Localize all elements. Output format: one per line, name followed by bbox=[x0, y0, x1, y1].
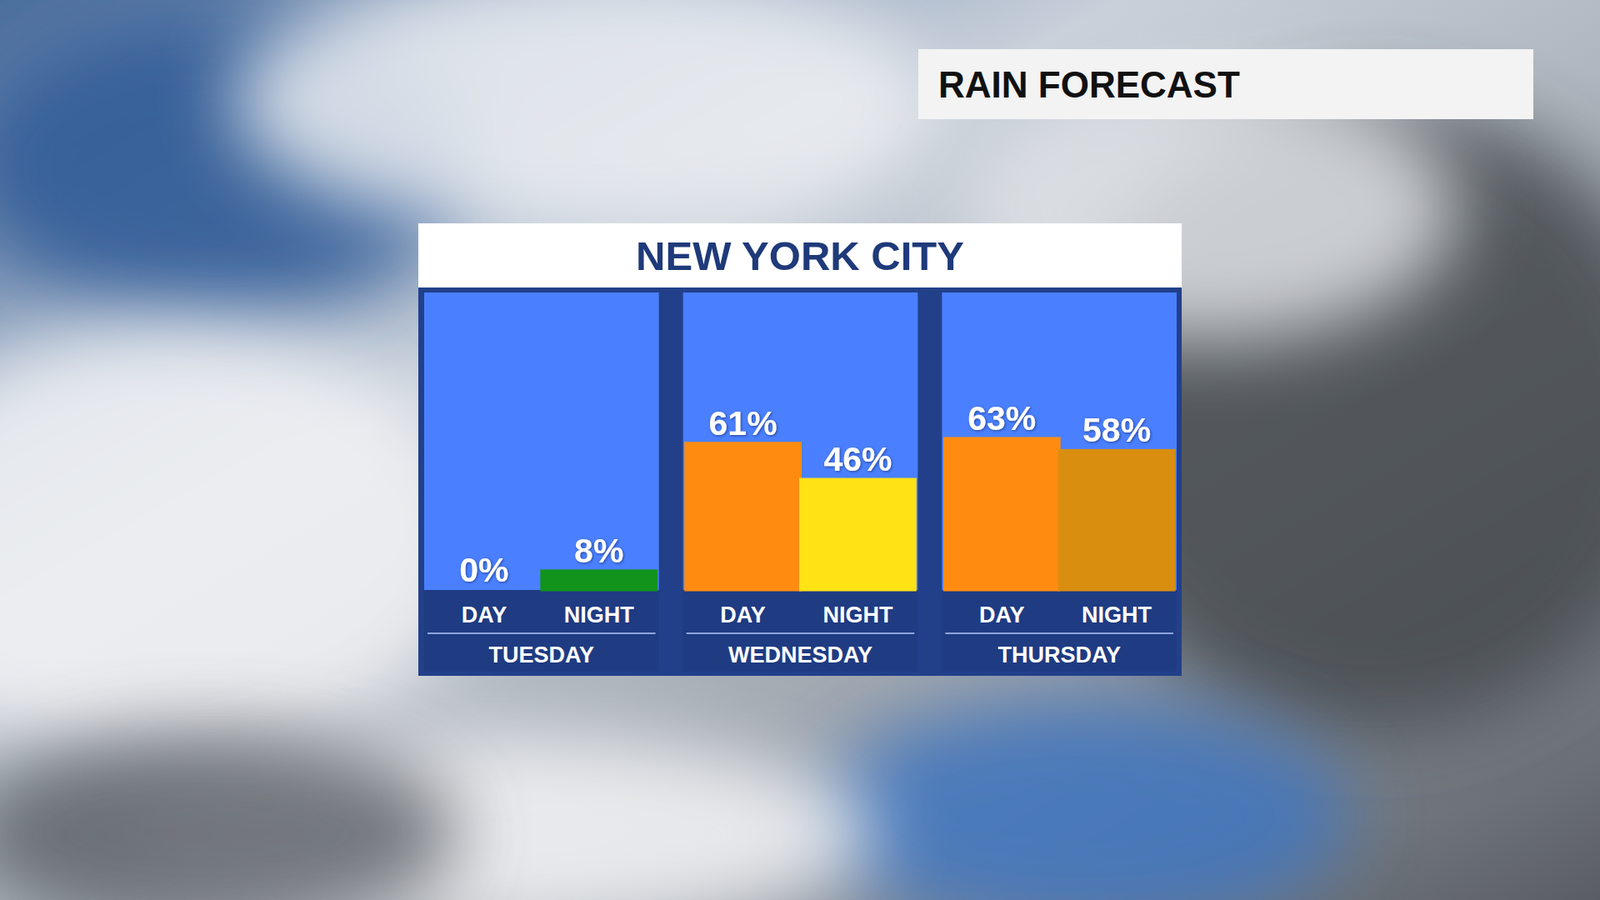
label-row bbox=[424, 590, 660, 672]
cloud bbox=[0, 733, 459, 900]
bar bbox=[541, 570, 657, 590]
series-label: DAY bbox=[720, 602, 766, 628]
bars bbox=[541, 438, 1175, 590]
banner-text: RAIN FORECAST bbox=[938, 64, 1240, 105]
cloud bbox=[0, 325, 484, 759]
category-label: TUESDAY bbox=[489, 642, 595, 668]
cloud bbox=[233, 0, 934, 234]
banner-box bbox=[918, 49, 1534, 120]
bar bbox=[800, 479, 916, 590]
category-label: WEDNESDAY bbox=[728, 642, 873, 668]
data-label: 0% bbox=[459, 550, 509, 590]
label-row bbox=[683, 590, 919, 672]
title: NEW YORK CITY bbox=[635, 233, 965, 279]
panel bbox=[683, 292, 919, 590]
series-label: NIGHT bbox=[564, 602, 635, 628]
title-box bbox=[418, 223, 1182, 288]
data-label: 61% bbox=[709, 404, 778, 443]
label-row bbox=[941, 590, 1177, 672]
series-label: NIGHT bbox=[1081, 602, 1153, 628]
panel bbox=[424, 292, 660, 590]
series-label: DAY bbox=[461, 602, 508, 628]
bar bbox=[685, 443, 801, 590]
data-label: 63% bbox=[967, 399, 1036, 438]
data-label: 46% bbox=[823, 440, 892, 479]
data-label: 8% bbox=[574, 531, 624, 570]
category-label: THURSDAY bbox=[997, 642, 1121, 668]
separator bbox=[686, 632, 915, 635]
separator bbox=[945, 632, 1174, 635]
labels: 0% 61% 63% 8% 46% 58% DAY NIGHT TUESDAY DAY NIGHT W… bbox=[459, 399, 1152, 668]
background bbox=[0, 0, 1600, 900]
separator bbox=[427, 632, 656, 635]
frame bbox=[418, 223, 1182, 676]
data-label: 58% bbox=[1082, 410, 1151, 450]
panels bbox=[424, 292, 1177, 672]
banner: RAIN FORECAST bbox=[918, 49, 1534, 120]
panel bbox=[941, 292, 1177, 590]
bar bbox=[1059, 450, 1175, 590]
bar bbox=[944, 438, 1060, 590]
chart: RAIN FORECAST NEW YORK CITY 0% 61% 63% 8% 46% 5… bbox=[0, 0, 1600, 900]
series-label: NIGHT bbox=[822, 602, 894, 628]
series-label: DAY bbox=[979, 602, 1025, 628]
cloud bbox=[816, 700, 1350, 900]
